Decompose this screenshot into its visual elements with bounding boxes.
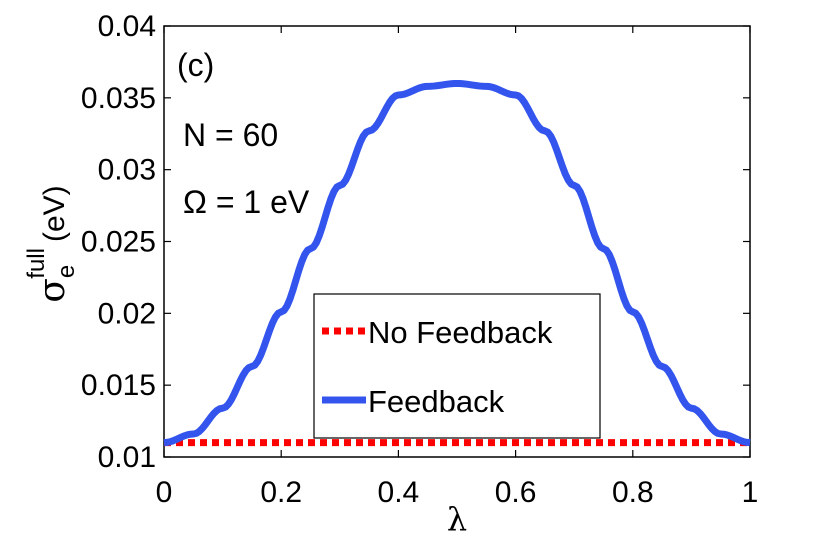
axis-ticks: 0 0.2 0.4 0.6 0.8 1 0.01 0.015 0.02 0.025 0.03 0.03… xyxy=(81,10,758,509)
legend-label-feedback: Feedback xyxy=(368,384,505,419)
y-tick-label: 0.015 xyxy=(81,369,156,402)
x-tick-label: 0.2 xyxy=(260,476,302,509)
y-tick-label: 0.025 xyxy=(81,226,156,259)
y-tick-label: 0.035 xyxy=(81,82,156,115)
y-label-unit: (eV) xyxy=(38,185,71,242)
series-feedback xyxy=(163,79,751,447)
x-axis-label: λ xyxy=(447,500,467,538)
y-label-symbol: σ xyxy=(32,278,73,303)
y-label-sub: e xyxy=(53,265,80,278)
annotation-omega: Ω = 1 eV xyxy=(183,184,310,220)
svg-text:σefull(eV): σefull (eV) xyxy=(23,185,80,302)
x-tick-label: 1 xyxy=(742,476,759,509)
x-tick-label: 0 xyxy=(156,476,173,509)
series-layer xyxy=(163,79,751,447)
y-tick-label: 0.01 xyxy=(98,441,156,474)
legend-label-no-feedback: No Feedback xyxy=(368,315,553,350)
x-tick-label: 0.8 xyxy=(612,476,654,509)
x-tick-label: 0.4 xyxy=(378,476,420,509)
y-tick-label: 0.04 xyxy=(98,10,156,43)
y-label-sup: full xyxy=(23,248,50,279)
y-tick-label: 0.03 xyxy=(98,154,156,187)
x-tick-label: 0.6 xyxy=(495,476,537,509)
legend-box xyxy=(313,293,601,439)
panel-label: (c) xyxy=(177,47,214,83)
y-axis-label: σefull (eV) xyxy=(23,185,80,302)
annotation-n: N = 60 xyxy=(183,117,278,153)
y-tick-label: 0.02 xyxy=(98,297,156,330)
legend: No Feedback Feedback xyxy=(313,293,601,439)
